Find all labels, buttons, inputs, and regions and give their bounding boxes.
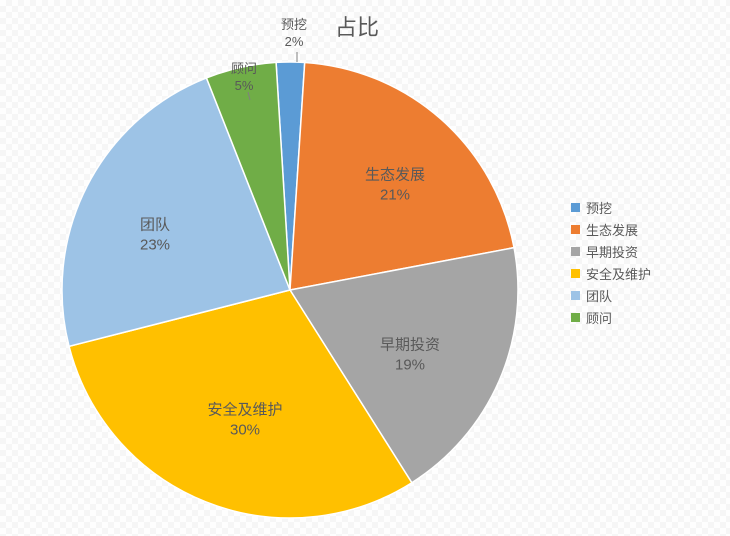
- slice-label-name: 安全及维护: [207, 401, 282, 421]
- slice-label: 安全及维护30%: [207, 401, 282, 440]
- slice-label: 顾问5%: [231, 61, 257, 95]
- legend-label: 团队: [586, 286, 612, 305]
- legend-label: 预挖: [586, 198, 612, 217]
- legend-label: 安全及维护: [586, 264, 651, 283]
- legend-label: 生态发展: [586, 220, 638, 239]
- slice-label-percent: 19%: [380, 355, 440, 375]
- slice-label: 早期投资19%: [380, 336, 440, 375]
- legend-swatch: [571, 269, 580, 278]
- legend-swatch: [571, 203, 580, 212]
- slice-label-name: 顾问: [231, 61, 257, 78]
- slice-label-percent: 2%: [281, 34, 307, 51]
- legend-item[interactable]: 早期投资: [571, 242, 651, 261]
- slice-label-percent: 23%: [140, 235, 170, 255]
- legend-swatch: [571, 247, 580, 256]
- legend-item[interactable]: 团队: [571, 286, 651, 305]
- slice-label: 团队23%: [140, 216, 170, 255]
- legend-swatch: [571, 291, 580, 300]
- legend: 预挖生态发展早期投资安全及维护团队顾问: [571, 195, 651, 330]
- slice-label-percent: 5%: [231, 78, 257, 95]
- legend-item[interactable]: 预挖: [571, 198, 651, 217]
- legend-swatch: [571, 313, 580, 322]
- slice-label-name: 团队: [140, 216, 170, 236]
- slice-label-name: 早期投资: [380, 336, 440, 356]
- slice-label-percent: 21%: [365, 185, 425, 205]
- legend-swatch: [571, 225, 580, 234]
- legend-label: 顾问: [586, 308, 612, 327]
- legend-item[interactable]: 安全及维护: [571, 264, 651, 283]
- slice-label-name: 生态发展: [365, 166, 425, 186]
- slice-label: 预挖2%: [281, 17, 307, 51]
- slice-label: 生态发展21%: [365, 166, 425, 205]
- slice-label-name: 预挖: [281, 17, 307, 34]
- legend-item[interactable]: 生态发展: [571, 220, 651, 239]
- legend-label: 早期投资: [586, 242, 638, 261]
- legend-item[interactable]: 顾问: [571, 308, 651, 327]
- slice-label-percent: 30%: [207, 420, 282, 440]
- chart-title: 占比: [335, 10, 379, 42]
